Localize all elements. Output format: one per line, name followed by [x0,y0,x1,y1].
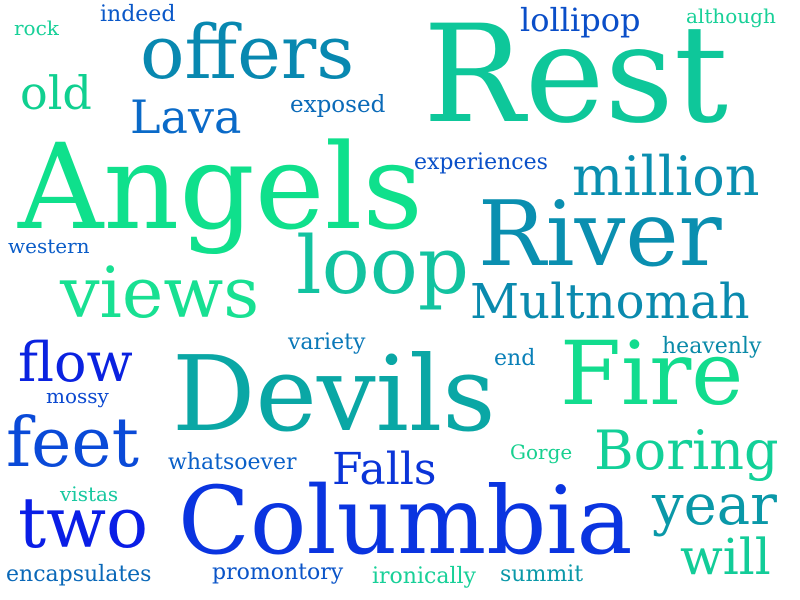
word-lava: Lava [130,90,242,144]
word-western: western [8,234,90,258]
word-falls: Falls [332,444,437,495]
word-heavenly: heavenly [662,334,762,359]
word-summit: summit [500,562,584,587]
word-views: views [60,252,260,334]
word-exposed: exposed [290,92,386,118]
word-vistas: vistas [60,482,119,506]
word-two: two [18,482,149,564]
word-rest: Rest [423,0,729,153]
word-whatsoever: whatsoever [168,450,297,475]
word-year: year [652,473,777,538]
word-mossy: mossy [46,384,109,408]
word-rock: rock [14,16,59,40]
word-will: will [680,528,771,586]
word-devils: Devils [172,333,496,455]
word-variety: variety [288,330,366,355]
word-encapsulates: encapsulates [6,562,152,587]
word-ironically: ironically [372,564,476,589]
word-multnomah: Multnomah [470,274,750,330]
word-boring: Boring [594,419,779,482]
word-indeed: indeed [100,2,176,27]
word-offers: offers [140,10,355,96]
word-flow: flow [18,331,133,394]
word-million: million [572,145,760,208]
word-lollipop: lollipop [520,1,641,39]
word-loop: loop [296,219,470,312]
word-although: although [686,4,776,28]
word-fire: Fire [560,322,744,425]
word-end: end [494,346,536,371]
word-old: old [20,66,92,120]
word-angels: Angels [18,118,423,256]
word-river: River [478,182,722,287]
word-columbia: Columbia [178,467,633,576]
word-feet: feet [6,404,139,483]
word-promontory: promontory [212,560,344,585]
word-experiences: experiences [414,150,548,175]
word-gorge: Gorge [510,440,573,464]
